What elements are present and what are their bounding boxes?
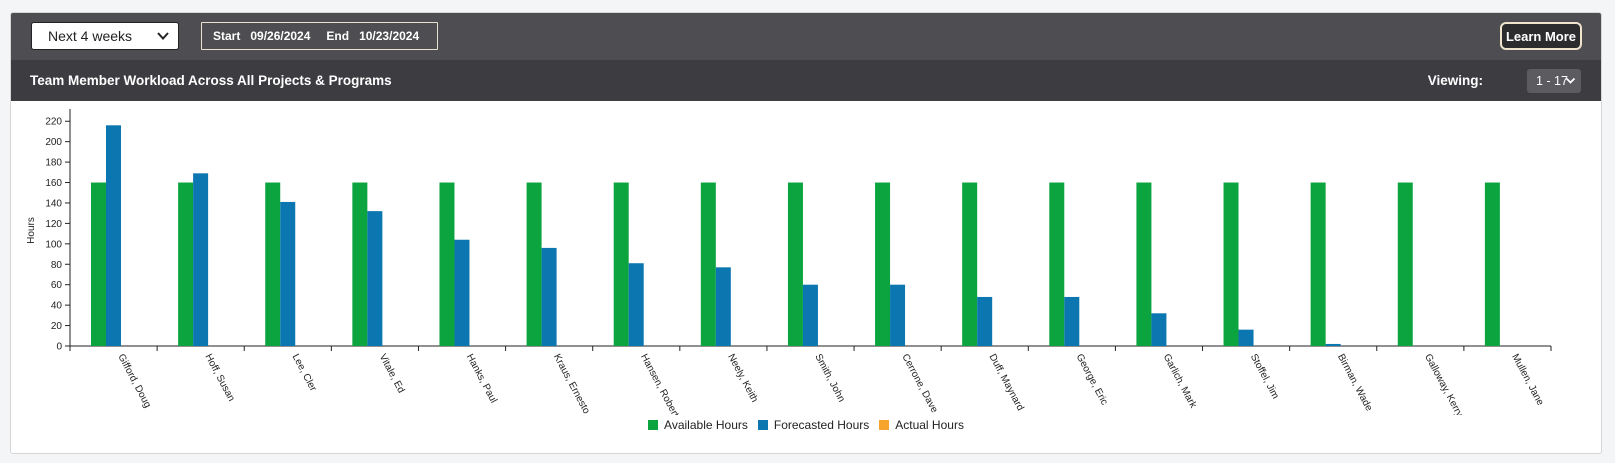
chart-header: Team Member Workload Across All Projects…	[11, 60, 1601, 101]
date-range-select[interactable]: Next 4 weeks	[31, 22, 179, 50]
bar-available-hours	[439, 182, 455, 346]
bar-forecasted-hours	[541, 247, 557, 346]
bar-forecasted-hours	[1325, 343, 1341, 346]
x-tick-label: Cerrone, Dave	[899, 352, 939, 415]
bar-forecasted-hours	[977, 296, 993, 346]
x-tick-label: Smith, John	[812, 352, 847, 404]
x-tick-label: Birman, Wade	[1335, 352, 1374, 413]
legend-item-forecasted[interactable]: Forecasted Hours	[757, 418, 870, 432]
x-tick-label: Neely, Keith	[725, 352, 760, 404]
learn-more-button[interactable]: Learn More	[1500, 22, 1582, 50]
bar-available-hours	[352, 182, 368, 346]
bar-available-hours	[1049, 182, 1065, 346]
bar-available-hours	[962, 182, 978, 346]
legend-swatch-actual	[879, 420, 890, 430]
viewing-label: Viewing:	[1427, 73, 1483, 88]
bar-forecasted-hours	[367, 211, 383, 346]
toolbar: Next 4 weeks Start 09/26/2024 End 10/23/…	[11, 13, 1601, 60]
x-tick-label: Kraus, Ernesto	[551, 352, 592, 415]
y-tick-label: 140	[45, 198, 62, 209]
start-label: Start	[213, 29, 241, 43]
viewing-range-value: 1 - 17	[1536, 74, 1568, 88]
x-tick-label: Hoff, Susan	[202, 352, 236, 403]
chart-legend: Available Hours Forecasted Hours Actual …	[11, 417, 1601, 433]
x-tick-label: Duff, Maynard	[987, 352, 1026, 412]
bar-forecasted-hours	[1064, 296, 1080, 346]
legend-label-available: Available Hours	[664, 418, 748, 432]
legend-label-forecasted: Forecasted Hours	[773, 418, 870, 432]
date-range-display: Start 09/26/2024 End 10/23/2024	[201, 22, 438, 50]
y-tick-label: 100	[45, 239, 62, 250]
bar-forecasted-hours	[715, 267, 731, 346]
bar-available-hours	[1223, 182, 1239, 346]
x-tick-label: George, Eric	[1074, 352, 1110, 407]
bar-available-hours	[1397, 182, 1413, 346]
start-date: 09/26/2024	[250, 29, 311, 43]
bar-forecasted-hours	[890, 284, 906, 346]
bar-forecasted-hours	[1238, 329, 1254, 346]
y-tick-label: 0	[56, 342, 62, 353]
x-tick-label: Stoffel, Jim	[1248, 352, 1281, 401]
bar-available-hours	[91, 182, 106, 346]
bar-available-hours	[1484, 182, 1500, 346]
legend-item-available[interactable]: Available Hours	[648, 418, 748, 432]
bar-available-hours	[700, 182, 716, 346]
bar-available-hours	[1136, 182, 1152, 346]
bar-forecasted-hours	[802, 284, 818, 346]
y-tick-label: 20	[51, 321, 63, 332]
x-tick-label: Vitale, Ed	[377, 352, 407, 395]
legend-item-actual[interactable]: Actual Hours	[879, 418, 964, 432]
bar-available-hours	[526, 182, 542, 346]
y-tick-label: 200	[45, 137, 62, 148]
bar-forecasted-hours	[454, 239, 470, 346]
x-tick-label: Gifford, Doug	[115, 352, 153, 410]
legend-label-actual: Actual Hours	[895, 418, 964, 432]
bar-available-hours	[178, 182, 194, 346]
y-tick-label: 80	[51, 260, 63, 271]
y-tick-label: 120	[45, 219, 62, 230]
bar-available-hours	[613, 182, 629, 346]
end-label: End	[326, 29, 350, 43]
y-tick-label: 220	[45, 117, 62, 128]
x-tick-label: Hanks, Paul	[464, 352, 499, 405]
x-tick-label: Lee, Cler	[290, 352, 319, 394]
end-date: 10/23/2024	[359, 29, 420, 43]
x-tick-label: Garlich, Mark	[1161, 352, 1199, 411]
y-tick-label: 40	[51, 301, 63, 312]
workload-bar-chart: 0 20 40 60 80 100 120 140 160 180 200 220 Hours Giffo…	[26, 109, 1552, 415]
chart-title: Team Member Workload Across All Projects…	[30, 73, 392, 88]
legend-swatch-forecasted	[757, 420, 768, 430]
y-tick-label: 160	[45, 178, 62, 189]
legend-swatch-available	[648, 420, 659, 430]
viewing-range-select[interactable]: 1 - 17	[1527, 69, 1581, 93]
bar-available-hours	[875, 182, 891, 346]
bar-forecasted-hours	[1151, 313, 1167, 346]
x-tick-label: Mullen, Jane	[1509, 352, 1546, 408]
y-tick-label: 180	[45, 158, 62, 169]
bar-forecasted-hours	[106, 125, 121, 346]
bar-forecasted-hours	[628, 263, 644, 346]
bar-forecasted-hours	[193, 173, 209, 346]
bar-available-hours	[265, 182, 281, 346]
chevron-down-icon	[1565, 77, 1576, 84]
date-range-value: Next 4 weeks	[48, 28, 133, 44]
chevron-down-icon	[157, 32, 169, 40]
bar-forecasted-hours	[280, 201, 296, 346]
bar-available-hours	[787, 182, 803, 346]
y-tick-label: 60	[51, 280, 63, 291]
y-axis-label: Hours	[26, 217, 37, 244]
bar-available-hours	[1310, 182, 1326, 346]
x-tick-label: Galloway, Kerry	[1422, 352, 1465, 415]
workload-panel: Next 4 weeks Start 09/26/2024 End 10/23/…	[10, 12, 1602, 454]
x-tick-label: Hansen, Robert	[638, 352, 681, 415]
